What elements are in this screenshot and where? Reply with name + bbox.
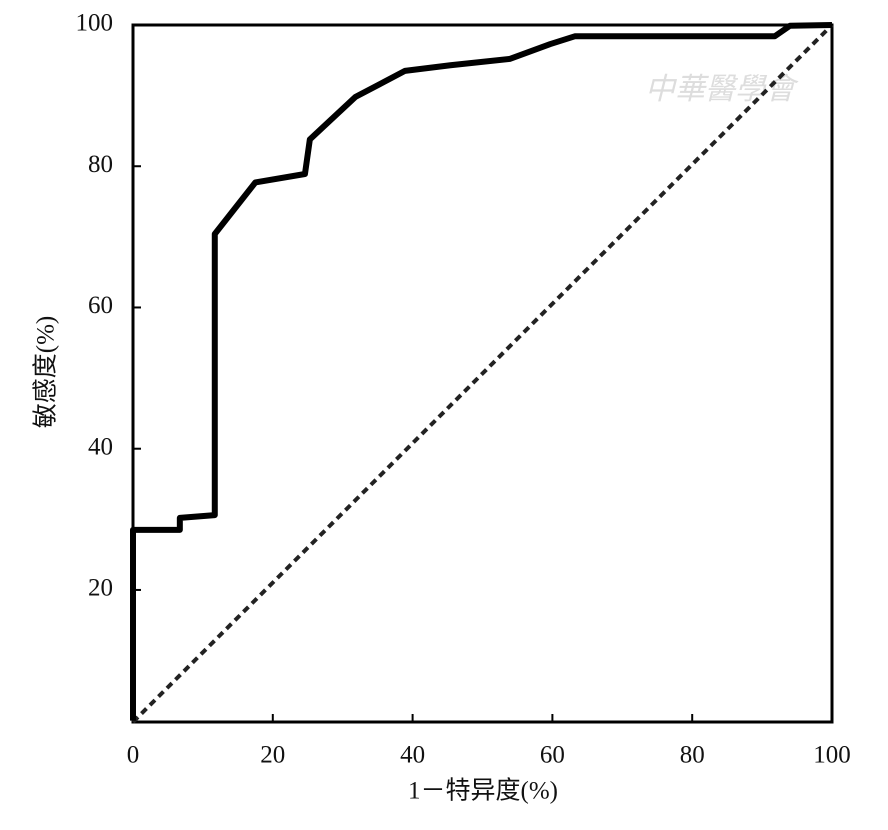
x-tick-label: 20 bbox=[260, 742, 285, 769]
y-tick-label: 80 bbox=[88, 151, 113, 178]
x-axis-title: 1－特异度(%) bbox=[408, 777, 558, 805]
y-axis-title: 敏感度(%) bbox=[32, 316, 60, 428]
y-tick-label: 60 bbox=[88, 292, 113, 319]
y-tick-label: 100 bbox=[76, 10, 114, 37]
x-tick-label: 40 bbox=[400, 742, 425, 769]
x-tick-label: 0 bbox=[127, 742, 140, 769]
x-tick-label: 60 bbox=[540, 742, 565, 769]
y-tick-label: 40 bbox=[88, 433, 113, 460]
y-tick-label: 20 bbox=[88, 575, 113, 602]
x-tick-label: 100 bbox=[813, 742, 851, 769]
roc-curve bbox=[130, 22, 833, 721]
watermark: 中華醫學會 bbox=[645, 73, 799, 106]
x-tick-label: 80 bbox=[680, 742, 705, 769]
reference-line bbox=[131, 23, 834, 724]
plot-frame bbox=[131, 23, 834, 724]
